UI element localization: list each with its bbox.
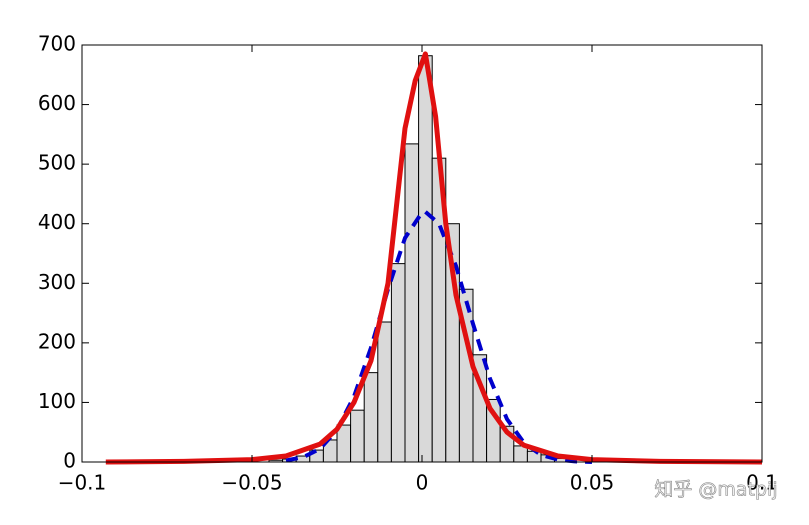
y-tick-label: 700: [38, 32, 76, 56]
y-tick-label: 500: [38, 151, 76, 175]
histogram-bar: [390, 263, 406, 463]
x-tick-label: −0.05: [221, 471, 282, 495]
y-tick-label: 300: [38, 270, 76, 294]
watermark: 知乎 @matpij: [654, 479, 777, 501]
y-tick-label: 600: [38, 91, 76, 115]
y-tick-label: 200: [38, 329, 76, 353]
histogram-bar: [377, 321, 392, 463]
histogram-bar: [350, 409, 365, 463]
x-tick-label: 0.05: [570, 471, 615, 495]
y-tick-label: 100: [38, 389, 76, 413]
plot-area: [105, 51, 763, 465]
x-tick-label: 0.1: [746, 471, 778, 495]
histogram-bar: [363, 372, 379, 463]
curve: [105, 51, 763, 465]
y-tick-label: 0: [63, 449, 76, 473]
y-tick-label: 400: [38, 210, 76, 234]
x-tick-label: −0.1: [58, 471, 107, 495]
histogram-bar: [526, 450, 542, 463]
histogram-bar: [404, 143, 420, 463]
x-tick-label: 0: [416, 471, 429, 495]
histogram-bar: [418, 55, 433, 463]
